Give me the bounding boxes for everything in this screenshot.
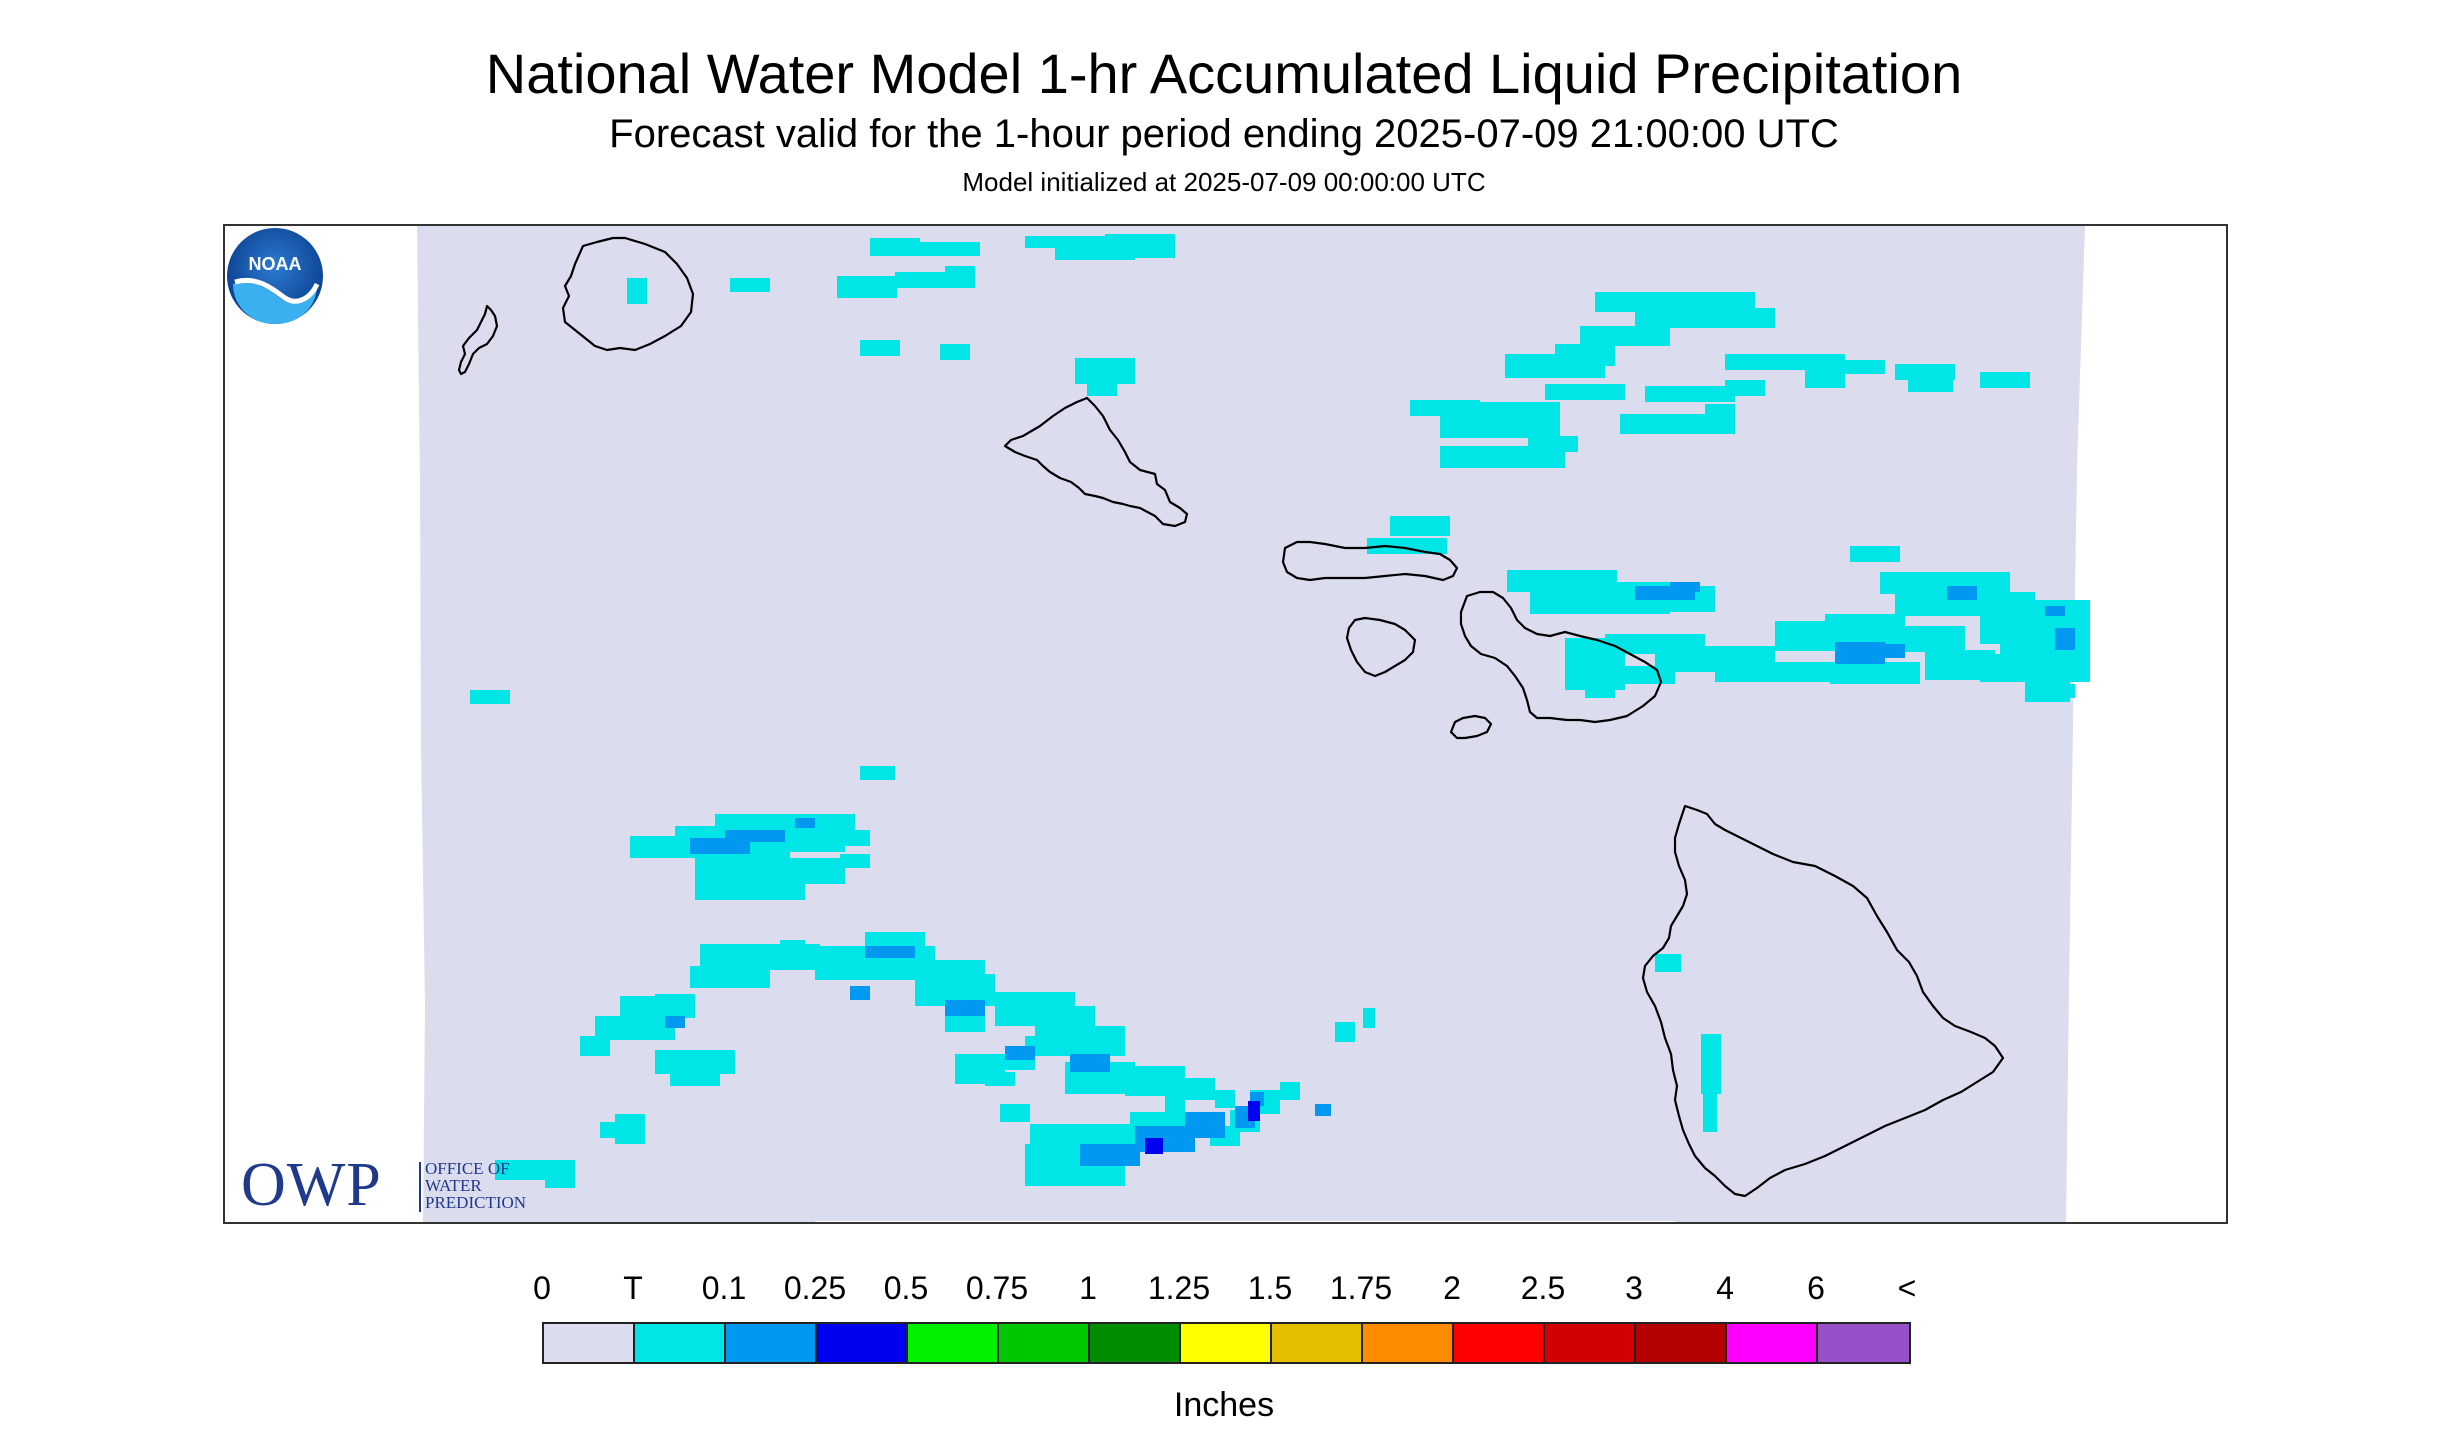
- noaa-logo: NOAA: [227, 228, 323, 324]
- legend-swatch: [1545, 1324, 1636, 1362]
- map-title: National Water Model 1-hr Accumulated Li…: [485, 42, 1963, 105]
- legend-swatch: [544, 1324, 635, 1362]
- legend-tick-label: T: [623, 1270, 643, 1306]
- map-canvas: [417, 226, 2090, 1222]
- owp-logo-letters: OWP: [241, 1151, 382, 1219]
- kauai-coast: [561, 236, 695, 352]
- legend-labels: 0 T 0.1 0.25 0.5 0.75 1 1.25 1.5 1.75 2 2.5 3 4 6 <: [533, 1270, 1916, 1306]
- legend-tick-label: 1.75: [1329, 1270, 1393, 1306]
- legend-tick-label: 1.5: [1247, 1270, 1293, 1306]
- owp-logo-name: OFFICE OF WATER PREDICTION: [425, 1159, 527, 1212]
- legend-swatch: [726, 1324, 817, 1362]
- oahu-coast: [1003, 396, 1189, 528]
- forecast-valid-subtitle: Forecast valid for the 1-hour period end…: [609, 112, 1839, 156]
- legend-tick-label: 0.75: [965, 1270, 1029, 1306]
- molokai-coast: [1281, 540, 1459, 582]
- legend-swatch: [1363, 1324, 1454, 1362]
- coastlines: [457, 236, 2005, 1198]
- precipitation-map: OWP OFFICE OF WATER PREDICTION NOAA: [223, 224, 2228, 1224]
- legend-swatch: [908, 1324, 999, 1362]
- legend-tick-label: 2.5: [1520, 1270, 1566, 1306]
- precip-light-areas: [665, 582, 2075, 1166]
- kahoolawe-coast: [1449, 714, 1493, 740]
- model-init-text: Model initialized at 2025-07-09 00:00:00…: [962, 167, 1486, 197]
- legend-swatch: [1454, 1324, 1545, 1362]
- legend-swatch: [1636, 1324, 1727, 1362]
- legend-swatch: [817, 1324, 908, 1362]
- legend-units: Inches: [1173, 1386, 1275, 1424]
- hawaii-big-island-coast: [1641, 804, 2005, 1198]
- legend-color-bar: [542, 1322, 1911, 1364]
- legend-tick-label: 0.1: [701, 1270, 747, 1306]
- legend-tick-label: 0: [533, 1270, 551, 1306]
- legend-swatch: [1272, 1324, 1363, 1362]
- legend-tick-label: 3: [1625, 1270, 1643, 1306]
- legend-swatch: [635, 1324, 726, 1362]
- legend-tick-label: 0.5: [883, 1270, 929, 1306]
- legend-swatch: [1727, 1324, 1818, 1362]
- precipitation-legend: 0 T 0.1 0.25 0.5 0.75 1 1.25 1.5 1.75 2 2.5 3 4 6 <: [533, 1270, 1916, 1410]
- niihau-coast: [457, 304, 499, 376]
- legend-tick-label: <: [1897, 1270, 1917, 1306]
- legend-tick-label: 0.25: [783, 1270, 847, 1306]
- legend-tick-label: 6: [1807, 1270, 1825, 1306]
- legend-tick-label: 1: [1079, 1270, 1097, 1306]
- legend-swatch: [1818, 1324, 1909, 1362]
- legend-swatch: [1181, 1324, 1272, 1362]
- precip-moderate-areas: [1145, 1101, 1260, 1154]
- lanai-coast: [1345, 616, 1417, 678]
- legend-swatch: [999, 1324, 1090, 1362]
- noaa-logo-text: NOAA: [249, 254, 302, 274]
- legend-tick-label: 1.25: [1147, 1270, 1211, 1306]
- maui-coast: [1459, 590, 1663, 724]
- legend-tick-label: 4: [1716, 1270, 1734, 1306]
- legend-tick-label: 2: [1443, 1270, 1461, 1306]
- legend-swatch: [1090, 1324, 1181, 1362]
- owp-logo-divider: [419, 1162, 421, 1212]
- owp-logo: OWP OFFICE OF WATER PREDICTION: [241, 1151, 571, 1219]
